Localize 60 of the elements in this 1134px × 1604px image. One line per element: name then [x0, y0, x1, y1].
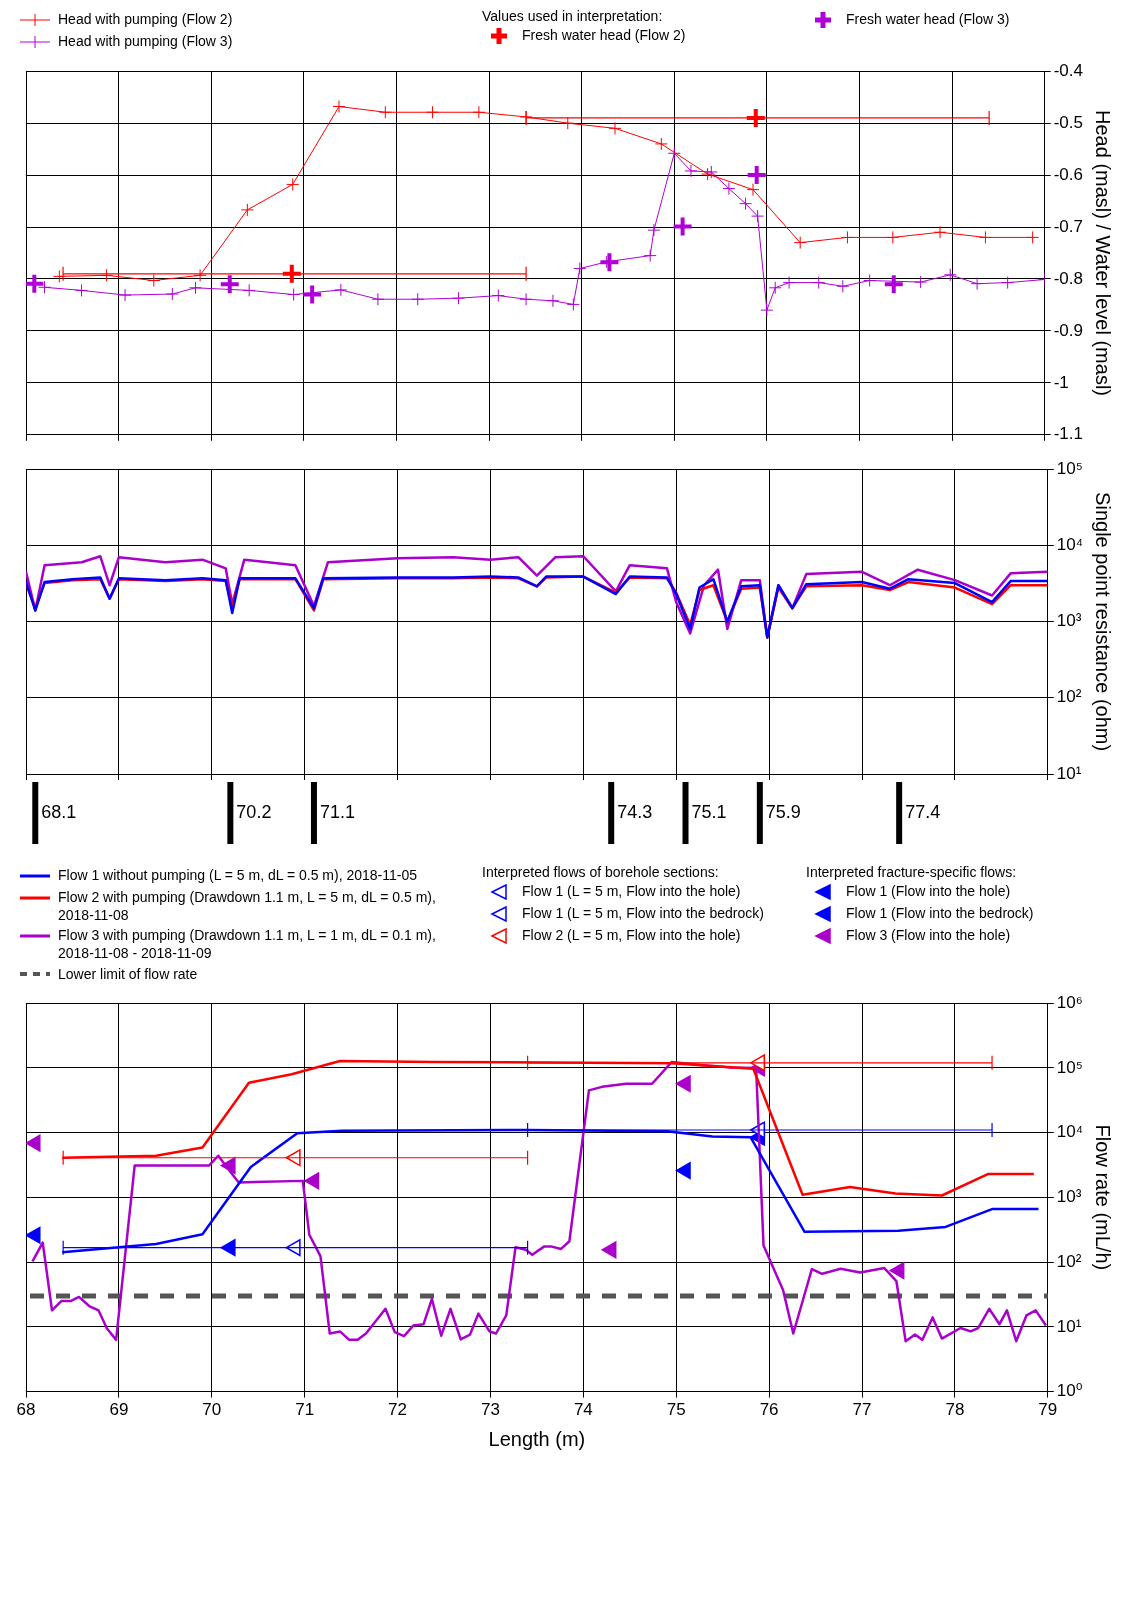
legend-label: Flow 1 without pumping (L = 5 m, dL = 0.5 m), 2018-11-05 — [58, 866, 418, 884]
legend-label: Flow 1 (Flow into the hole) — [846, 882, 1011, 900]
x-tick-label: 78 — [945, 1400, 965, 1420]
text: Interpreted fracture-specific flows: — [806, 864, 1018, 880]
x-tick-label: 70 — [202, 1400, 222, 1420]
legend-label: Flow 1 (L = 5 m, Flow into the hole) — [522, 882, 741, 900]
x-tick-label: 79 — [1038, 1400, 1058, 1420]
legend-title: Values used in interpretation: — [482, 8, 664, 24]
legend-label: Flow 2 (L = 5 m, Flow into the hole) — [522, 926, 741, 944]
ref-line-label: 75.1 — [691, 801, 727, 822]
y-tick-label: -0.9 — [1053, 320, 1083, 340]
y-tick-label: -0.6 — [1053, 164, 1083, 184]
legend-label: Flow 3 (Flow into the hole) — [846, 926, 1011, 944]
legend-label: Fresh water head (Flow 3) — [846, 10, 1010, 28]
y-axis-title: Head (masl) / Water level (masl) — [1092, 110, 1115, 396]
y-tick-label: -0.8 — [1053, 268, 1083, 288]
y-tick-label: 10⁵ — [1056, 1057, 1083, 1077]
y-tick-label: -1.1 — [1053, 424, 1083, 444]
legend-label: Flow 2 with pumping (Drawdown 1.1 m, L = 5 m, dL = 0.5 m), 2018-11-08 — [58, 888, 437, 924]
y-tick-label: 10² — [1056, 687, 1082, 707]
ref-line-label: 75.9 — [765, 801, 801, 822]
x-tick-label: 71 — [295, 1400, 315, 1420]
x-axis-title: Length (m) — [488, 1427, 586, 1450]
y-tick-label: 10¹ — [1056, 1316, 1082, 1336]
x-tick-label: 75 — [666, 1400, 686, 1420]
x-tick-label: 68 — [16, 1400, 36, 1420]
y-axis-title: Flow rate (mL/h) — [1092, 1124, 1115, 1271]
x-tick-label: 77 — [852, 1400, 872, 1420]
y-tick-label: -0.5 — [1053, 112, 1083, 132]
y-tick-label: 10¹ — [1056, 763, 1082, 783]
legend-label: Lower limit of flow rate — [58, 966, 198, 982]
y-axis-title: Single point resistance (ohm) — [1092, 492, 1115, 752]
legend-label: Flow 3 with pumping (Drawdown 1.1 m, L = 1 m, dL = 0.1 m), 2018-11-08 - 2018-11-09 — [58, 926, 437, 962]
y-tick-label: 10³ — [1056, 1187, 1082, 1207]
y-tick-label: 10⁴ — [1056, 535, 1083, 555]
legend-label: Flow 1 (Flow into the bedrock) — [846, 904, 1034, 922]
ref-line-label: 74.3 — [617, 801, 653, 822]
x-tick-label: 74 — [573, 1400, 593, 1420]
y-tick-label: 10⁴ — [1056, 1122, 1083, 1142]
y-tick-label: 10⁶ — [1056, 992, 1083, 1012]
legend-label: Flow 1 (L = 5 m, Flow into the bedrock) — [522, 904, 764, 922]
y-tick-label: -0.7 — [1053, 216, 1083, 236]
ref-line-label: 70.2 — [236, 801, 272, 822]
y-tick-label: 10⁵ — [1056, 458, 1083, 478]
ref-line-label: 68.1 — [41, 801, 77, 822]
x-tick-label: 73 — [480, 1400, 500, 1420]
legend-label: Head with pumping (Flow 3) — [58, 32, 233, 50]
legend-label: Fresh water head (Flow 2) — [522, 26, 686, 44]
ref-line-label: 77.4 — [905, 801, 941, 822]
x-tick-label: 69 — [109, 1400, 129, 1420]
legend-title: Interpreted flows of borehole sections: — [482, 864, 720, 880]
y-tick-label: -1 — [1053, 372, 1069, 392]
y-tick-label: 10⁰ — [1056, 1381, 1083, 1401]
x-tick-label: 76 — [759, 1400, 779, 1420]
legend-label: Head with pumping (Flow 2) — [58, 10, 233, 28]
ref-line-label: 71.1 — [319, 801, 355, 822]
y-tick-label: 10² — [1056, 1251, 1082, 1271]
y-tick-label: 10³ — [1056, 611, 1082, 631]
y-tick-label: -0.4 — [1053, 60, 1083, 80]
x-tick-label: 72 — [388, 1400, 408, 1420]
